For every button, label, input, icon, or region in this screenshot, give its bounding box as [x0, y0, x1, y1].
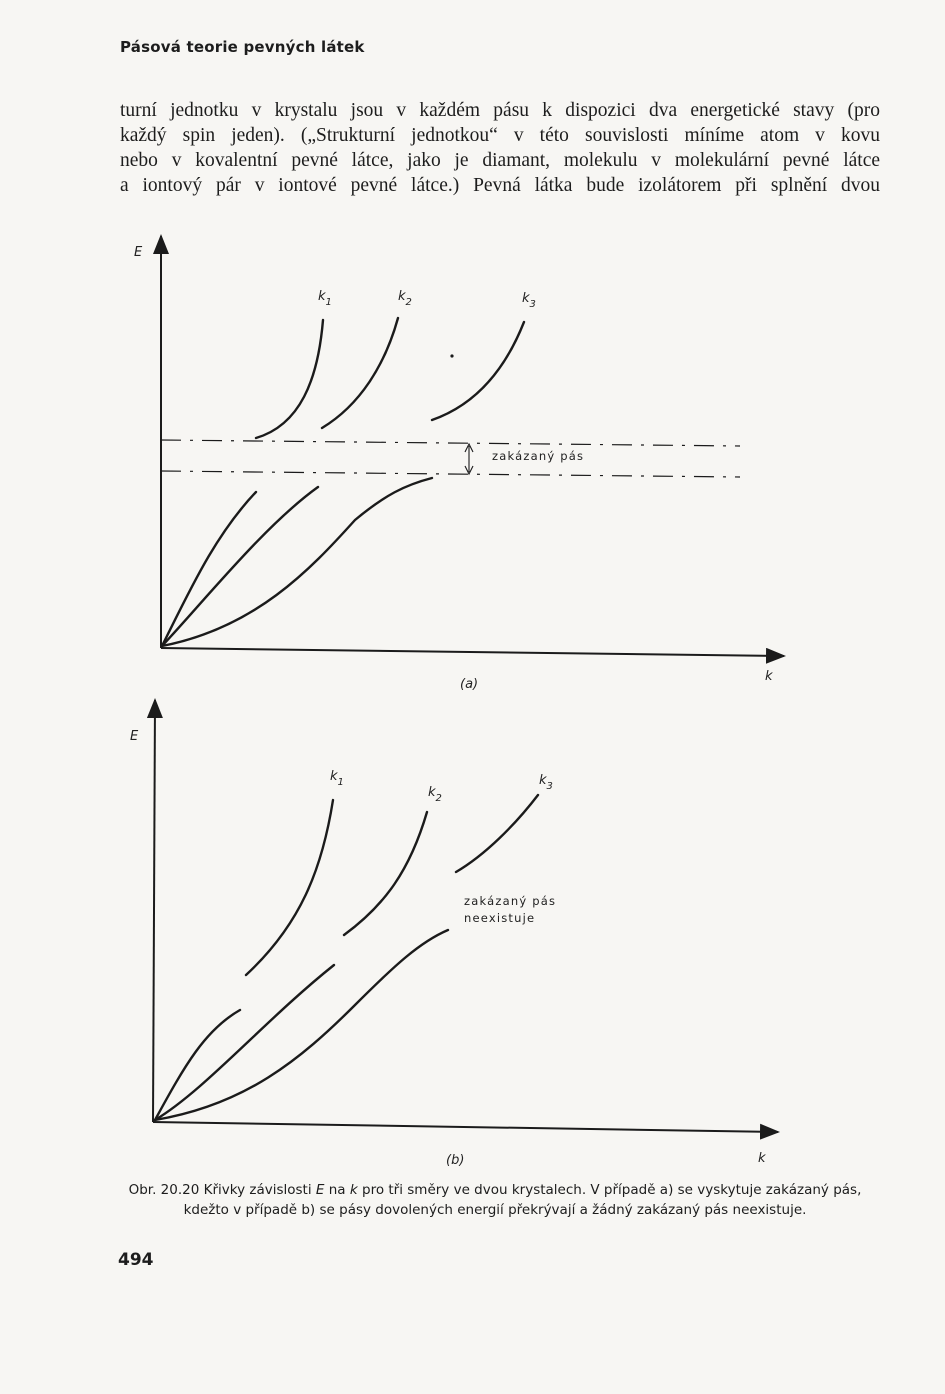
figure-a-upper-band-edge	[160, 439, 741, 447]
figure-b: E k (b) k1 k2 k3 zakázaný pás neexistuje	[130, 698, 780, 1168]
figure-a-dot	[450, 354, 454, 358]
figure-b-x-axis	[152, 1121, 780, 1140]
caption-rest: pro tři směry ve dvou krystalech. V příp…	[183, 1182, 862, 1218]
figure-b-lower-curve-k2	[153, 963, 336, 1122]
running-head: Pásová teorie pevných látek	[120, 38, 365, 56]
band-diagram-figure: E k (a) zakázaný pás k1 k2 k3 E k (b) k1…	[130, 234, 786, 1168]
caption-var-e: E	[315, 1182, 325, 1198]
figure-b-gap-label-line2: neexistuje	[464, 911, 535, 925]
figure-a-x-label: k	[765, 669, 773, 684]
figure-b-upper-curve-k1	[244, 798, 335, 977]
figure-a-panel-label: (a)	[460, 677, 478, 692]
figure-b-y-axis	[146, 698, 163, 1123]
figure-a-gap-arrow-top	[464, 442, 474, 453]
figure-b-y-label: E	[130, 729, 139, 744]
body-line: a iontový pár v iontové pevné látce.) Pe…	[120, 175, 880, 196]
figure-b-x-label: k	[758, 1151, 766, 1166]
figure-b-label-k3: k3	[539, 773, 553, 792]
figure-a-upper-curve-k1	[254, 318, 325, 440]
figure-a-lower-curve-k3	[160, 476, 434, 648]
figure-b-lower-curve-k3	[153, 928, 450, 1122]
figure-caption: Obr. 20.20 Křivky závislosti E na k pro …	[110, 1180, 880, 1220]
figure-b-upper-curve-k3	[454, 793, 540, 874]
body-line: turní jednotku v krystalu jsou v každém …	[120, 100, 880, 121]
figure-a-label-k1: k1	[318, 289, 332, 308]
figure-b-lower-curve-k1	[153, 1008, 242, 1122]
figure-a-lower-curve-k1	[160, 490, 258, 648]
figure-a-gap-arrow-bottom	[464, 465, 474, 476]
figure-a: E k (a) zakázaný pás k1 k2 k3	[134, 234, 786, 692]
figure-a-lower-curve-k2	[160, 485, 320, 648]
figure-a-label-k3: k3	[522, 291, 536, 310]
body-text: turní jednotku v krystalu jsou v každém …	[120, 98, 880, 198]
caption-var-k: k	[349, 1182, 358, 1198]
figure-b-label-k2: k2	[428, 785, 442, 804]
figure-a-gap-label: zakázaný pás	[492, 449, 584, 463]
figure-a-label-k2: k2	[398, 289, 412, 308]
figure-a-lower-band-edge	[160, 470, 741, 478]
figure-a-y-label: E	[134, 245, 143, 260]
caption-prefix: Obr. 20.20 Křivky závislosti	[128, 1182, 312, 1198]
figure-b-gap-label-line1: zakázaný pás	[464, 894, 556, 908]
figure-a-upper-curve-k2	[320, 316, 400, 430]
figure-b-upper-curve-k2	[342, 810, 429, 937]
body-line: každý spin jeden). („Strukturní jednotko…	[120, 125, 880, 146]
figure-a-upper-curve-k3	[430, 320, 526, 422]
caption-mid: na	[328, 1182, 346, 1198]
page-number: 494	[118, 1250, 154, 1270]
figure-b-label-k1: k1	[330, 769, 344, 788]
figure-b-panel-label: (b)	[446, 1153, 464, 1168]
figure-a-x-axis	[160, 647, 786, 664]
body-line: nebo v kovalentní pevné látce, jako je d…	[120, 150, 880, 171]
